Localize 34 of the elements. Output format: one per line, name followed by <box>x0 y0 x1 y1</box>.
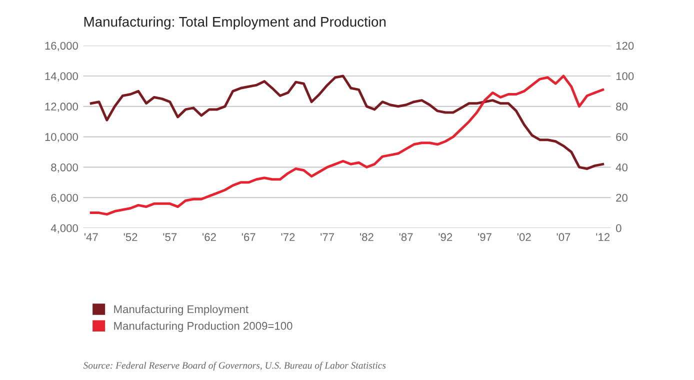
y-tick-label: 8,000 <box>51 163 78 173</box>
line-series <box>90 74 604 216</box>
x-tick-label: '87 <box>399 233 413 242</box>
y-tick-label: 10,000 <box>45 133 78 142</box>
y2-tick-label: 0 <box>616 224 622 232</box>
y-tick-label: 16,000 <box>45 42 78 52</box>
y-tick-label: 14,000 <box>45 72 78 82</box>
y2-tick-label: 120 <box>616 42 634 50</box>
x-tick-label: '02 <box>517 233 531 242</box>
y-tick-label: 4,000 <box>50 224 78 234</box>
x-tick-label: '82 <box>360 233 374 242</box>
x-tick-label: '67 <box>242 233 256 242</box>
y2-tick-label: 20 <box>616 194 628 202</box>
x-tick-label: '62 <box>202 233 216 242</box>
x-tick-label: '57 <box>163 233 177 242</box>
chart-title: Manufacturing: Total Employment and Production <box>84 16 386 30</box>
legend-label: Manufacturing Employment <box>114 305 248 316</box>
y2-tick-label: 80 <box>616 102 628 111</box>
y2-tick-label: 60 <box>616 133 628 141</box>
x-tick-label: '52 <box>124 233 138 242</box>
x-tick-label: '12 <box>596 233 610 241</box>
x-tick-label: '47 <box>84 233 98 241</box>
y2-tick-label: 100 <box>616 72 634 80</box>
line-series <box>90 74 604 170</box>
y-tick-label: 6,000 <box>51 194 78 204</box>
y2-tick-label: 40 <box>616 163 628 172</box>
x-tick-label: '07 <box>556 233 570 242</box>
x-tick-label: '97 <box>478 233 492 242</box>
legend-label: Manufacturing Production 2009=100 <box>114 322 292 332</box>
y-tick-label: 12,000 <box>45 102 78 112</box>
x-tick-label: '72 <box>281 233 295 241</box>
x-tick-label: '77 <box>320 233 334 241</box>
x-tick-label: '92 <box>438 233 452 242</box>
source-note: Source: Federal Reserve Board of Governors, U.S. Bureau of Labor Statistics <box>83 362 386 371</box>
